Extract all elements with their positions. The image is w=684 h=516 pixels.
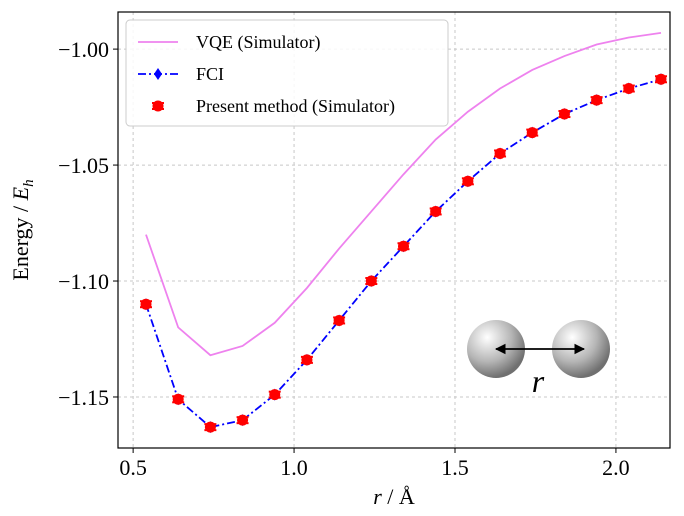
point (526, 127, 539, 139)
marker (237, 414, 249, 426)
point (268, 389, 281, 401)
marker (623, 83, 635, 95)
point (204, 421, 217, 433)
point (333, 314, 346, 326)
marker (172, 393, 184, 405)
x-tick-label: 1.5 (441, 455, 469, 480)
marker (397, 240, 409, 252)
legend-label: VQE (Simulator) (196, 32, 320, 53)
y-tick-label: −1.05 (58, 153, 109, 178)
inset: r (467, 320, 610, 399)
marker (269, 389, 281, 401)
point (590, 94, 603, 106)
point (154, 68, 162, 80)
point (429, 205, 442, 217)
point (622, 83, 635, 95)
y-tick-label: −1.15 (58, 385, 109, 410)
series-line (145, 78, 662, 429)
point (654, 73, 667, 85)
point (494, 147, 507, 159)
y-tick-label: −1.00 (58, 37, 109, 62)
marker (333, 314, 345, 326)
marker (301, 354, 313, 366)
marker (494, 147, 506, 159)
point (172, 393, 185, 405)
point (558, 108, 571, 120)
marker (204, 421, 216, 433)
point (300, 354, 313, 366)
y-axis-label: Energy / Eh (8, 179, 37, 280)
plot-frame (117, 11, 671, 449)
x-tick-label: 2.0 (602, 455, 630, 480)
point (461, 175, 474, 187)
legend-label: Present method (Simulator) (196, 96, 395, 117)
marker (462, 175, 474, 187)
legend-frame (125, 19, 449, 127)
x-tick-label: 1.0 (280, 455, 308, 480)
y-tick-label: −1.10 (58, 269, 109, 294)
legend: VQE (Simulator) FCI Present method (Simula… (125, 19, 449, 127)
point (365, 275, 378, 287)
marker (365, 275, 377, 287)
x-axis-label: r / Å (373, 484, 415, 509)
marker (526, 127, 538, 139)
x-tick-label: 0.5 (119, 455, 147, 480)
legend-label: FCI (196, 64, 224, 84)
marker (591, 94, 603, 106)
point (152, 100, 164, 112)
point (236, 414, 249, 426)
marker (558, 108, 570, 120)
marker (140, 298, 152, 310)
point (397, 240, 410, 252)
marker (655, 73, 667, 85)
point (140, 298, 153, 310)
inset-label: r (532, 363, 545, 399)
marker (430, 205, 442, 217)
series-line (145, 31, 662, 357)
marker (152, 100, 164, 112)
